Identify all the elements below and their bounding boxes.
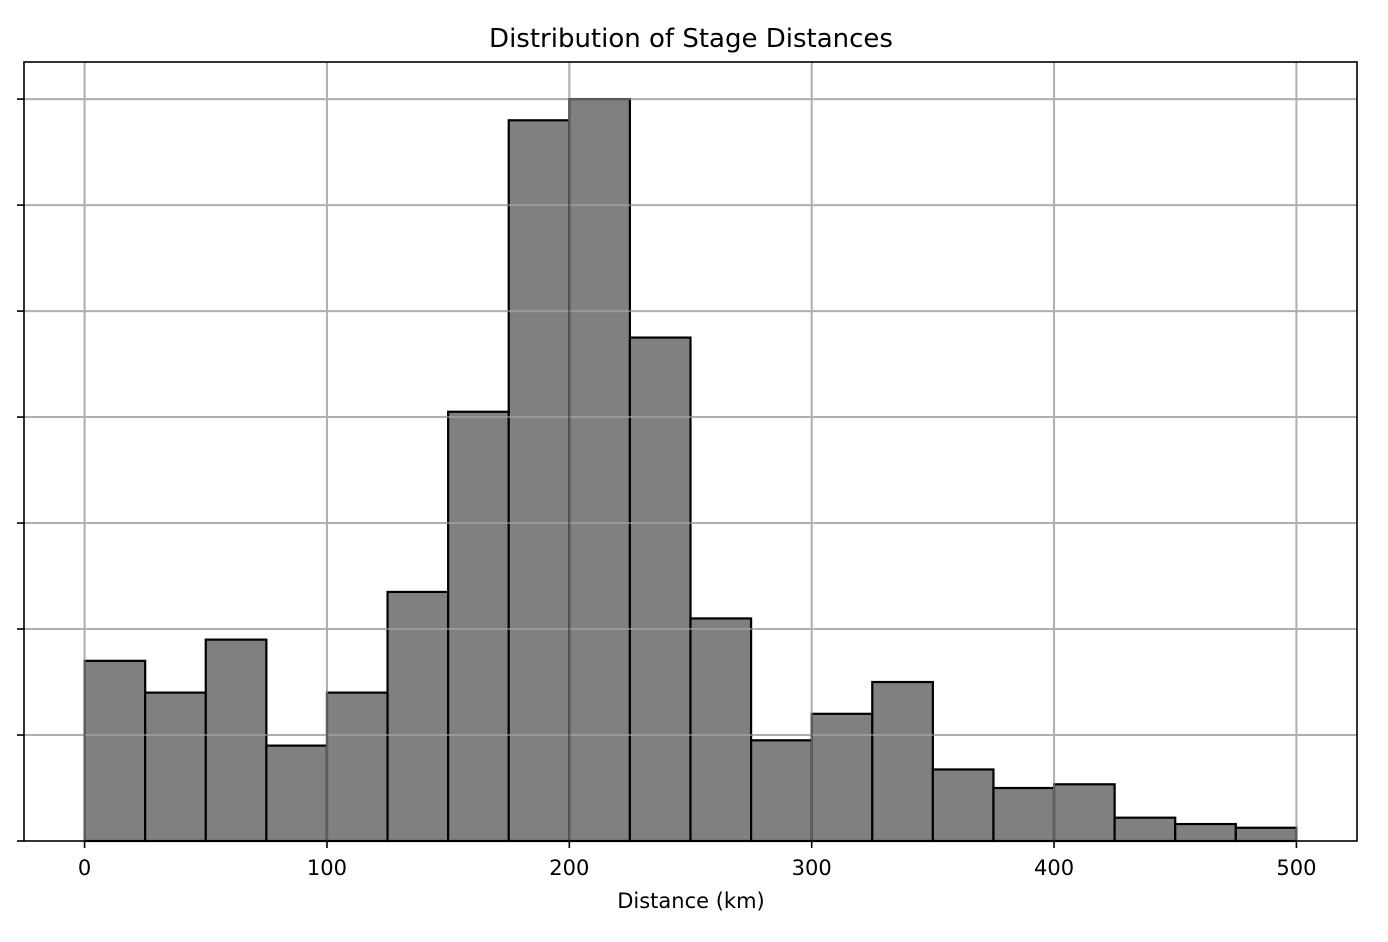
histogram-bar	[204, 638, 268, 843]
histogram-bar	[1234, 826, 1298, 843]
histogram-bar	[83, 659, 147, 843]
histogram-bar	[931, 768, 995, 843]
histogram-bar	[628, 336, 692, 843]
histogram-bar	[144, 691, 207, 843]
x-tick-label: 0	[78, 856, 91, 880]
x-tick-label: 100	[307, 856, 347, 880]
histogram-bar	[325, 691, 389, 843]
histogram-bar	[810, 712, 874, 843]
chart-title: Distribution of Stage Distances	[489, 24, 893, 54]
plot-frame	[23, 61, 1358, 842]
histogram-bar	[1052, 783, 1116, 843]
x-axis-label: Distance (km)	[617, 889, 765, 913]
histogram-bar	[689, 617, 753, 843]
histogram-bar	[447, 410, 510, 843]
histogram-bar	[992, 786, 1056, 843]
histogram-bar	[265, 744, 329, 843]
histogram-bar	[1174, 822, 1237, 843]
histogram-bar	[749, 739, 813, 843]
histogram-bar	[568, 97, 632, 843]
histogram-bar	[871, 680, 934, 843]
histogram-bars	[24, 62, 1357, 843]
x-tick-label: 500	[1276, 856, 1316, 880]
x-tick-label: 400	[1034, 856, 1074, 880]
x-tick-label: 300	[792, 856, 832, 880]
histogram-bar	[507, 119, 571, 843]
histogram-bar	[1113, 816, 1177, 843]
x-tick-label: 200	[549, 856, 589, 880]
axis-ticks: 0 100 200 300 400 500	[17, 98, 1316, 880]
grid-overlay	[24, 62, 1357, 841]
